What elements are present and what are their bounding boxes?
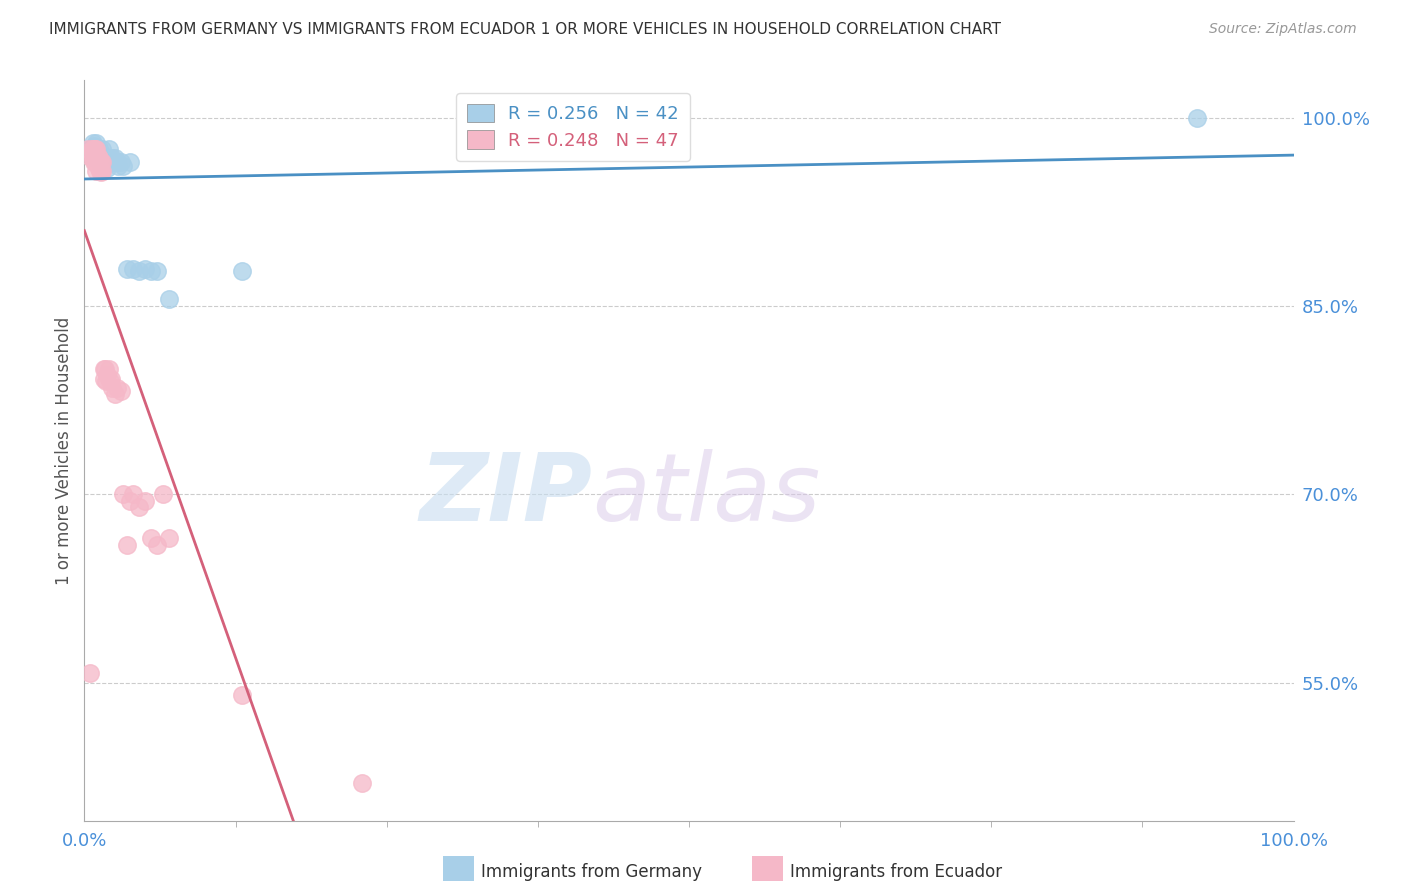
Point bbox=[115, 261, 138, 276]
Point bbox=[94, 151, 117, 165]
Point bbox=[83, 138, 105, 153]
Point bbox=[86, 154, 108, 169]
Point bbox=[84, 142, 107, 156]
Point bbox=[91, 154, 114, 169]
Point bbox=[94, 375, 117, 389]
Point bbox=[87, 151, 110, 165]
Point bbox=[82, 151, 104, 165]
Point bbox=[80, 142, 103, 156]
Point bbox=[128, 500, 150, 514]
Point bbox=[86, 148, 108, 162]
Point bbox=[146, 264, 169, 278]
Point bbox=[93, 148, 115, 162]
Point bbox=[91, 163, 114, 178]
Point bbox=[79, 665, 101, 680]
Point bbox=[89, 154, 111, 169]
Point bbox=[86, 142, 108, 156]
Point bbox=[94, 154, 117, 169]
Text: Source: ZipAtlas.com: Source: ZipAtlas.com bbox=[1209, 22, 1357, 37]
Point bbox=[96, 161, 118, 175]
Point bbox=[86, 142, 108, 156]
Point bbox=[139, 531, 162, 545]
Point bbox=[87, 142, 110, 156]
Point bbox=[97, 362, 120, 376]
Point bbox=[112, 487, 135, 501]
Point bbox=[89, 146, 111, 161]
Point bbox=[104, 387, 127, 401]
Point bbox=[87, 148, 110, 162]
Point bbox=[121, 487, 143, 501]
Point bbox=[89, 154, 111, 169]
Point bbox=[157, 292, 180, 306]
Point bbox=[89, 163, 111, 178]
Point bbox=[128, 264, 150, 278]
Point bbox=[134, 493, 156, 508]
Legend: R = 0.256   N = 42, R = 0.248   N = 47: R = 0.256 N = 42, R = 0.248 N = 47 bbox=[456, 93, 690, 161]
Point bbox=[91, 142, 114, 156]
Point bbox=[231, 264, 253, 278]
Point bbox=[86, 136, 108, 150]
Point bbox=[87, 161, 110, 175]
Point bbox=[86, 148, 108, 162]
Point bbox=[101, 151, 124, 165]
Point bbox=[152, 487, 174, 501]
Point bbox=[90, 159, 112, 173]
Text: ZIP: ZIP bbox=[419, 449, 592, 541]
Point bbox=[86, 151, 108, 165]
Point bbox=[121, 261, 143, 276]
Point bbox=[157, 531, 180, 545]
Point bbox=[139, 264, 162, 278]
Point bbox=[110, 384, 132, 399]
Point bbox=[100, 154, 122, 169]
Point bbox=[231, 688, 253, 702]
Point bbox=[110, 154, 132, 169]
Point bbox=[352, 776, 374, 790]
Point bbox=[86, 163, 108, 178]
Point bbox=[105, 381, 128, 395]
Point bbox=[84, 154, 107, 169]
Point bbox=[107, 159, 129, 173]
Point bbox=[100, 372, 122, 386]
Y-axis label: 1 or more Vehicles in Household: 1 or more Vehicles in Household bbox=[55, 317, 73, 584]
Point bbox=[97, 142, 120, 156]
Point bbox=[82, 142, 104, 156]
Point bbox=[77, 148, 100, 162]
Point bbox=[77, 142, 100, 156]
Point bbox=[134, 261, 156, 276]
Point bbox=[93, 362, 115, 376]
Point bbox=[97, 151, 120, 165]
Point bbox=[103, 154, 125, 169]
Point bbox=[105, 154, 128, 169]
Point bbox=[91, 154, 114, 169]
Text: atlas: atlas bbox=[592, 450, 821, 541]
Point bbox=[86, 159, 108, 173]
Point bbox=[83, 154, 105, 169]
Text: Immigrants from Germany: Immigrants from Germany bbox=[481, 863, 702, 881]
Point bbox=[101, 381, 124, 395]
Point bbox=[86, 142, 108, 156]
Text: Immigrants from Ecuador: Immigrants from Ecuador bbox=[790, 863, 1002, 881]
Point bbox=[1185, 111, 1208, 125]
Point bbox=[112, 159, 135, 173]
Point bbox=[104, 151, 127, 165]
Point bbox=[84, 146, 107, 161]
Point bbox=[90, 165, 112, 179]
Point bbox=[146, 538, 169, 552]
Text: IMMIGRANTS FROM GERMANY VS IMMIGRANTS FROM ECUADOR 1 OR MORE VEHICLES IN HOUSEHO: IMMIGRANTS FROM GERMANY VS IMMIGRANTS FR… bbox=[49, 22, 1001, 37]
Point bbox=[82, 136, 104, 150]
Point bbox=[93, 372, 115, 386]
Point bbox=[98, 375, 121, 389]
Point bbox=[90, 148, 112, 162]
Point bbox=[94, 362, 117, 376]
Point bbox=[115, 538, 138, 552]
Point bbox=[120, 493, 142, 508]
Point bbox=[84, 151, 107, 165]
Point bbox=[96, 368, 118, 383]
Point bbox=[90, 154, 112, 169]
Point bbox=[79, 142, 101, 156]
Point bbox=[120, 154, 142, 169]
Point bbox=[83, 142, 105, 156]
